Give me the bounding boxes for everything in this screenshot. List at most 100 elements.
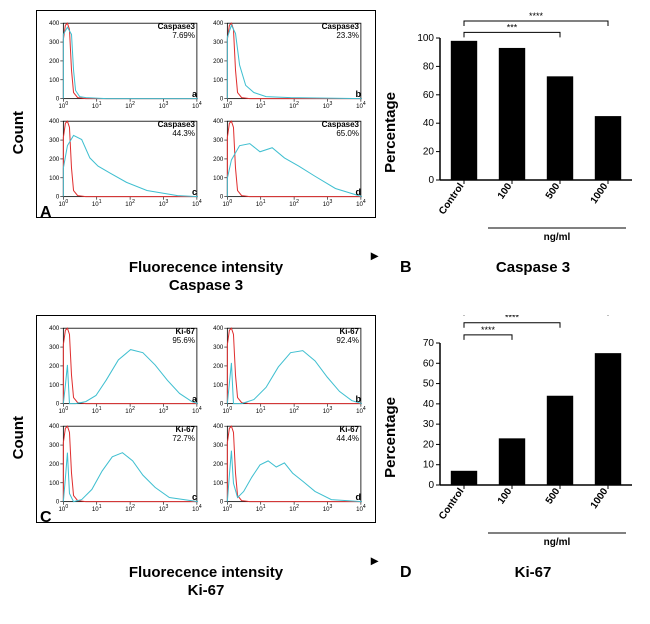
svg-text:100: 100 bbox=[213, 382, 224, 389]
panelA-xlabel: ▸ Fluorecence intensity Caspase 3 bbox=[36, 259, 376, 295]
panelD-footer: D Ki-67 bbox=[408, 564, 650, 581]
svg-text:400: 400 bbox=[213, 118, 224, 125]
svg-text:104: 104 bbox=[356, 199, 366, 208]
svg-text:1000: 1000 bbox=[589, 486, 611, 511]
svg-text:100: 100 bbox=[417, 33, 434, 44]
panelA-histgrid: 0100200300400100101102103104 Caspase37.6… bbox=[36, 10, 376, 218]
svg-text:400: 400 bbox=[49, 20, 60, 27]
svg-text:100: 100 bbox=[59, 504, 69, 513]
svg-text:300: 300 bbox=[49, 137, 60, 144]
panelC-xlabel-line2: Ki-67 bbox=[36, 582, 376, 600]
svg-text:0: 0 bbox=[220, 194, 224, 201]
svg-text:400: 400 bbox=[49, 118, 60, 125]
subpanel-letter: c bbox=[192, 187, 197, 197]
panelB-chart: 020406080100 Control1005001000 ng/ml ***… bbox=[408, 10, 650, 255]
svg-text:300: 300 bbox=[49, 39, 60, 46]
histogram-subpanel: 0100200300400100101102103104 Ki-6792.4%b bbox=[209, 324, 367, 416]
svg-text:101: 101 bbox=[92, 504, 102, 513]
svg-text:102: 102 bbox=[289, 101, 299, 110]
histogram-annotation: Caspase37.69% bbox=[158, 23, 195, 41]
arrow-icon: ▸ bbox=[371, 247, 378, 264]
svg-text:104: 104 bbox=[192, 199, 202, 208]
svg-text:104: 104 bbox=[356, 101, 366, 110]
svg-text:300: 300 bbox=[213, 442, 224, 449]
svg-text:102: 102 bbox=[125, 504, 135, 513]
svg-text:100: 100 bbox=[59, 101, 69, 110]
figure-root: Count 0100200300400100101102103104 Caspa… bbox=[10, 10, 640, 600]
svg-text:50: 50 bbox=[423, 379, 435, 390]
svg-text:100: 100 bbox=[223, 406, 233, 415]
svg-text:400: 400 bbox=[213, 325, 224, 332]
histogram-annotation: Caspase344.3% bbox=[158, 121, 195, 139]
svg-text:ng/ml: ng/ml bbox=[544, 232, 571, 243]
svg-text:20: 20 bbox=[423, 439, 435, 450]
histogram-annotation: Ki-6744.4% bbox=[336, 426, 359, 444]
svg-text:30: 30 bbox=[423, 419, 435, 430]
svg-text:80: 80 bbox=[423, 61, 435, 72]
svg-text:60: 60 bbox=[423, 90, 435, 101]
panelD-letter: D bbox=[400, 564, 412, 582]
panelA-xlabel-line1: Fluorecence intensity bbox=[36, 259, 376, 277]
svg-text:100: 100 bbox=[213, 175, 224, 182]
svg-text:400: 400 bbox=[49, 325, 60, 332]
subpanel-letter: b bbox=[356, 394, 362, 404]
svg-text:200: 200 bbox=[49, 461, 60, 468]
svg-text:0: 0 bbox=[56, 401, 60, 408]
svg-text:101: 101 bbox=[92, 406, 102, 415]
svg-text:101: 101 bbox=[256, 406, 266, 415]
svg-text:40: 40 bbox=[423, 399, 435, 410]
svg-text:200: 200 bbox=[49, 156, 60, 163]
panelB-footer: B Caspase 3 bbox=[408, 259, 650, 276]
svg-text:104: 104 bbox=[192, 406, 202, 415]
svg-text:0: 0 bbox=[220, 401, 224, 408]
svg-text:0: 0 bbox=[428, 480, 434, 491]
panelA-letter: A bbox=[40, 204, 52, 222]
svg-text:1000: 1000 bbox=[589, 181, 611, 206]
svg-text:300: 300 bbox=[213, 344, 224, 351]
panelC-container: 0100200300400100101102103104 Ki-6795.6%a… bbox=[36, 315, 376, 523]
histogram-subpanel: 0100200300400100101102103104 Ki-6795.6%a bbox=[45, 324, 203, 416]
svg-text:100: 100 bbox=[49, 480, 60, 487]
subpanel-letter: a bbox=[192, 394, 197, 404]
svg-text:70: 70 bbox=[423, 338, 435, 349]
svg-text:200: 200 bbox=[49, 363, 60, 370]
arrow-icon: ▸ bbox=[371, 552, 378, 569]
svg-text:102: 102 bbox=[289, 406, 299, 415]
svg-text:100: 100 bbox=[59, 199, 69, 208]
svg-text:100: 100 bbox=[213, 480, 224, 487]
svg-text:Control: Control bbox=[437, 486, 467, 522]
svg-text:100: 100 bbox=[223, 199, 233, 208]
svg-text:10: 10 bbox=[423, 460, 435, 471]
histogram-annotation: Ki-6795.6% bbox=[172, 328, 195, 346]
svg-text:104: 104 bbox=[192, 504, 202, 513]
histogram-annotation: Caspase365.0% bbox=[322, 121, 359, 139]
panelA-container: 0100200300400100101102103104 Caspase37.6… bbox=[36, 10, 376, 218]
svg-text:0: 0 bbox=[428, 175, 434, 186]
svg-text:103: 103 bbox=[323, 406, 333, 415]
svg-text:200: 200 bbox=[213, 363, 224, 370]
histogram-annotation: Caspase323.3% bbox=[322, 23, 359, 41]
svg-text:400: 400 bbox=[213, 423, 224, 430]
svg-text:200: 200 bbox=[49, 58, 60, 65]
subpanel-letter: c bbox=[192, 492, 197, 502]
panelB-ylabel: Percentage bbox=[382, 92, 402, 173]
svg-text:100: 100 bbox=[496, 181, 515, 201]
panelC-xlabel-line1: Fluorecence intensity bbox=[36, 564, 376, 582]
svg-text:101: 101 bbox=[256, 504, 266, 513]
svg-text:102: 102 bbox=[125, 199, 135, 208]
svg-text:100: 100 bbox=[213, 77, 224, 84]
panelB-letter: B bbox=[400, 259, 412, 277]
histogram-annotation: Ki-6772.7% bbox=[172, 426, 195, 444]
svg-text:0: 0 bbox=[56, 499, 60, 506]
svg-text:100: 100 bbox=[223, 101, 233, 110]
subpanel-letter: d bbox=[356, 187, 362, 197]
svg-text:****: **** bbox=[505, 315, 520, 323]
svg-text:***: *** bbox=[507, 22, 518, 32]
svg-text:300: 300 bbox=[213, 39, 224, 46]
subpanel-letter: d bbox=[356, 492, 362, 502]
svg-text:102: 102 bbox=[125, 101, 135, 110]
panelA-xlabel-line2: Caspase 3 bbox=[36, 277, 376, 295]
panelB-container: 020406080100 Control1005001000 ng/ml ***… bbox=[408, 10, 650, 255]
svg-text:104: 104 bbox=[356, 406, 366, 415]
svg-text:0: 0 bbox=[56, 96, 60, 103]
